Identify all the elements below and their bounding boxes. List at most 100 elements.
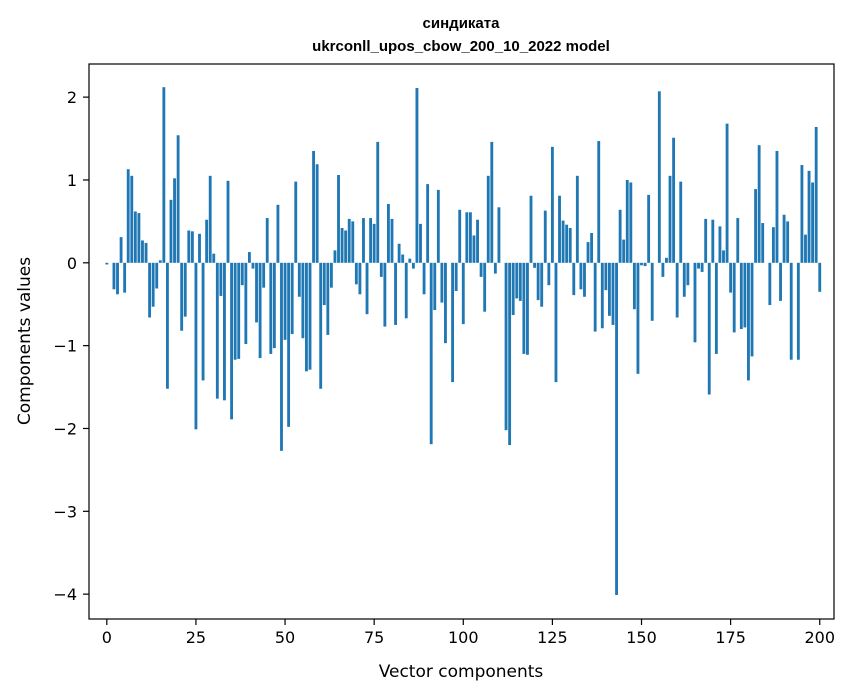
bar <box>472 235 476 263</box>
bar <box>290 262 294 335</box>
bar <box>661 262 665 277</box>
bar <box>647 194 651 263</box>
bar <box>148 262 152 318</box>
bar <box>133 211 137 263</box>
bar <box>718 226 722 263</box>
bar <box>201 262 205 381</box>
bar <box>682 262 686 297</box>
bar <box>379 262 383 277</box>
bar <box>183 262 187 317</box>
bar <box>757 145 761 263</box>
bar <box>686 262 690 286</box>
bar <box>743 262 747 328</box>
bar <box>497 207 501 263</box>
x-tick-label: 75 <box>364 628 384 647</box>
bar <box>572 262 576 296</box>
bar <box>119 237 123 263</box>
bar <box>704 218 708 263</box>
bar <box>326 262 330 335</box>
bar <box>301 262 305 339</box>
y-tick-label: −2 <box>53 419 77 438</box>
y-tick-label: 2 <box>67 88 77 107</box>
bar <box>123 262 127 293</box>
bar <box>176 135 180 263</box>
bar <box>693 262 697 343</box>
bar <box>493 262 497 274</box>
bar <box>586 242 590 263</box>
bar <box>725 123 729 263</box>
bar <box>583 262 586 297</box>
chart-title: синдиката <box>423 15 501 32</box>
bar <box>230 262 234 420</box>
bar <box>789 262 793 360</box>
bar <box>208 175 212 263</box>
bar <box>732 262 736 333</box>
bar <box>775 150 779 263</box>
bar <box>426 184 430 263</box>
bar <box>169 199 173 263</box>
x-tick-label: 150 <box>626 628 657 647</box>
bar <box>508 262 512 446</box>
x-tick-label: 0 <box>102 628 112 647</box>
bar <box>565 224 569 263</box>
bar <box>312 150 315 263</box>
bar <box>561 220 565 263</box>
bar <box>233 262 237 360</box>
bar <box>590 232 594 263</box>
bar <box>429 262 433 445</box>
bar <box>276 204 280 263</box>
bar <box>522 262 526 354</box>
bar <box>668 175 672 263</box>
bar <box>297 262 301 297</box>
bar <box>319 262 323 389</box>
bar <box>761 223 765 263</box>
bar <box>247 252 251 263</box>
bar <box>262 262 266 288</box>
bar <box>593 262 597 332</box>
bar <box>419 223 422 263</box>
bar <box>604 262 608 291</box>
bar <box>672 137 676 263</box>
bar <box>579 262 583 290</box>
bar <box>440 262 444 303</box>
bar <box>130 175 134 263</box>
bar <box>158 260 162 263</box>
x-tick-label: 200 <box>804 628 835 647</box>
bar <box>540 262 544 307</box>
bar <box>337 175 340 263</box>
bar <box>711 219 715 263</box>
x-axis: 0 25 50 75 100 125 150 175 200 <box>102 619 835 647</box>
bar <box>272 262 276 349</box>
bar <box>358 262 362 295</box>
bar <box>543 210 547 263</box>
bar <box>700 262 704 272</box>
bar <box>387 203 390 263</box>
bar <box>362 218 365 263</box>
plot-frame <box>88 63 835 620</box>
bar <box>354 262 358 285</box>
y-axis-label: Components values <box>15 257 35 425</box>
bar <box>714 262 718 354</box>
bar <box>650 262 654 321</box>
bar <box>465 212 469 263</box>
bar <box>198 233 201 263</box>
bar <box>807 170 811 263</box>
bar <box>280 262 283 451</box>
bar <box>458 209 462 263</box>
bar <box>205 219 209 263</box>
bar <box>736 218 740 263</box>
bar <box>558 195 561 263</box>
bar <box>305 262 308 372</box>
x-tick-label: 25 <box>186 628 206 647</box>
bar <box>401 254 405 263</box>
bar <box>223 262 226 401</box>
bar <box>636 262 640 374</box>
bar <box>622 239 626 263</box>
bar <box>625 179 629 263</box>
bar <box>422 262 426 295</box>
bar <box>486 175 490 263</box>
bar <box>818 262 822 292</box>
x-tick-label: 175 <box>715 628 746 647</box>
bar <box>194 262 198 430</box>
